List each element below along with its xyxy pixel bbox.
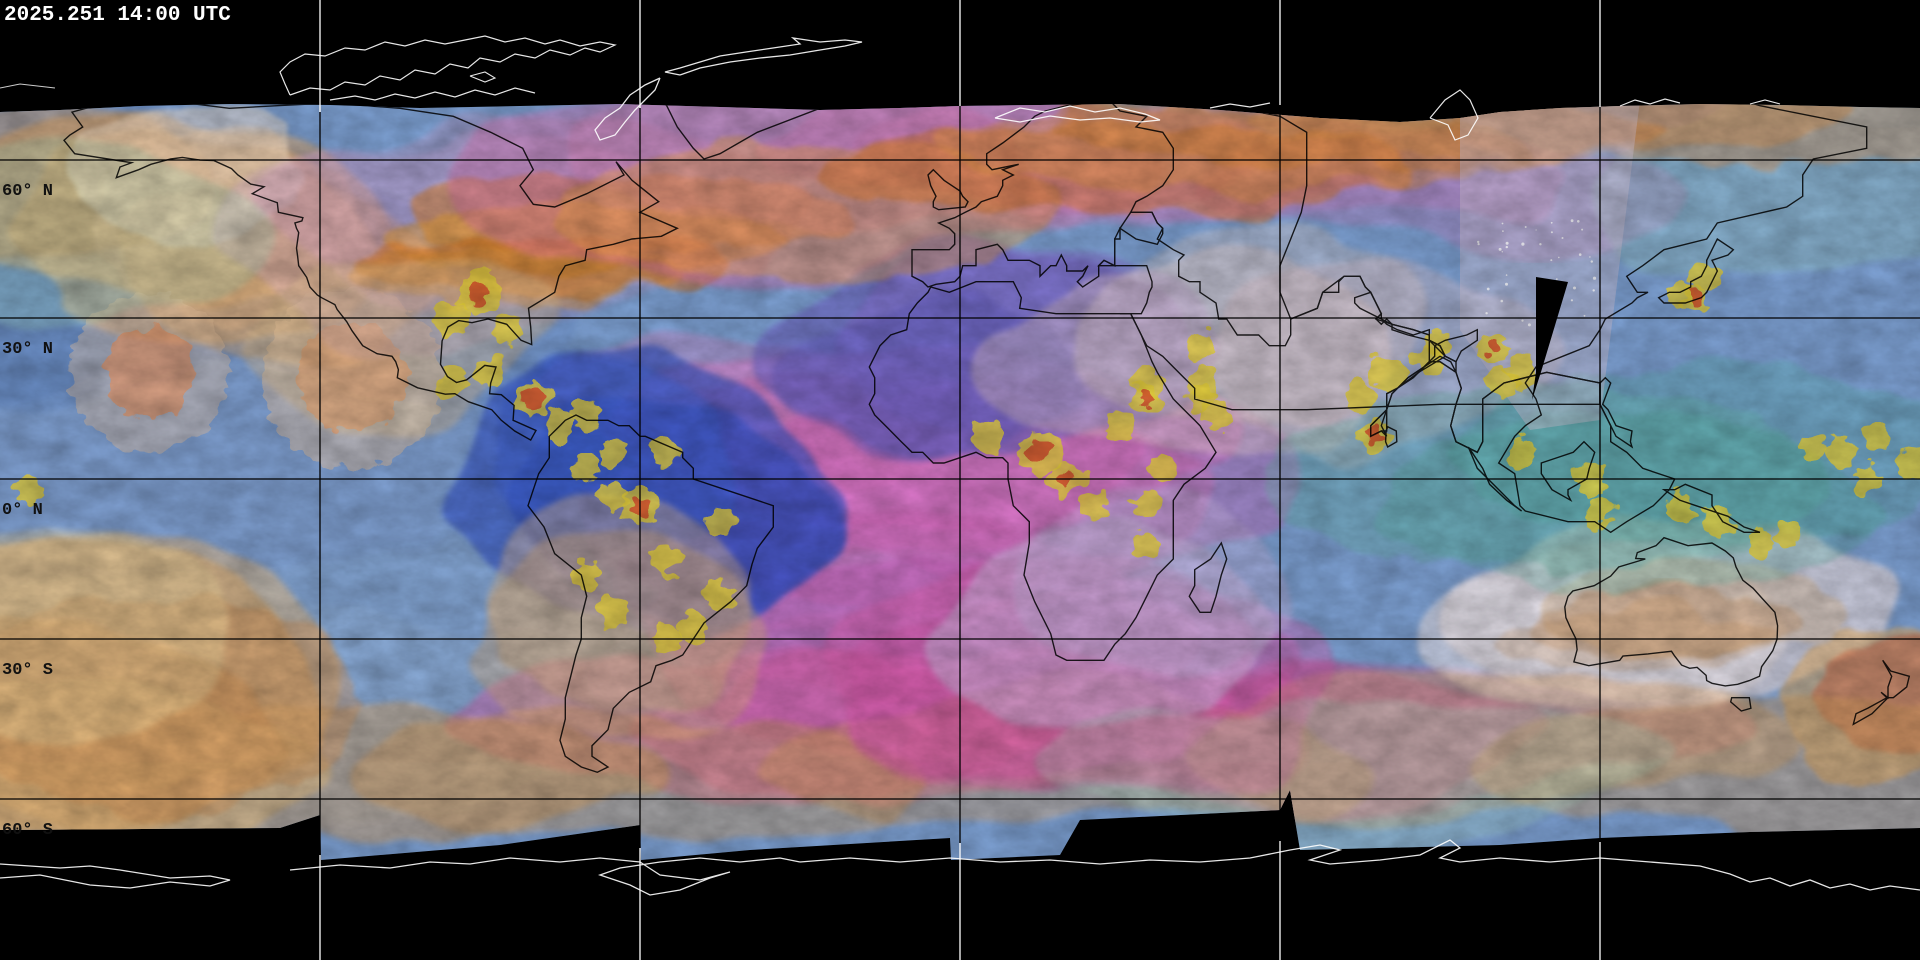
svg-text:60° N: 60° N	[2, 182, 53, 201]
svg-text:60° S: 60° S	[2, 821, 53, 840]
svg-text:2025.251 14:00 UTC: 2025.251 14:00 UTC	[4, 4, 231, 27]
svg-text:0° N: 0° N	[2, 501, 43, 520]
svg-text:30° N: 30° N	[2, 340, 53, 359]
svg-text:30° S: 30° S	[2, 661, 53, 680]
